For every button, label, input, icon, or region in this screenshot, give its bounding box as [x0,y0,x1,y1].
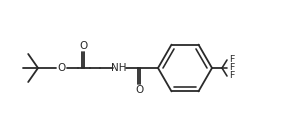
Text: O: O [135,85,143,95]
Text: O: O [79,41,87,51]
Text: O: O [58,63,66,73]
Text: NH: NH [111,63,127,73]
Text: F: F [229,55,235,64]
Text: F: F [229,64,235,72]
Text: F: F [229,72,235,81]
